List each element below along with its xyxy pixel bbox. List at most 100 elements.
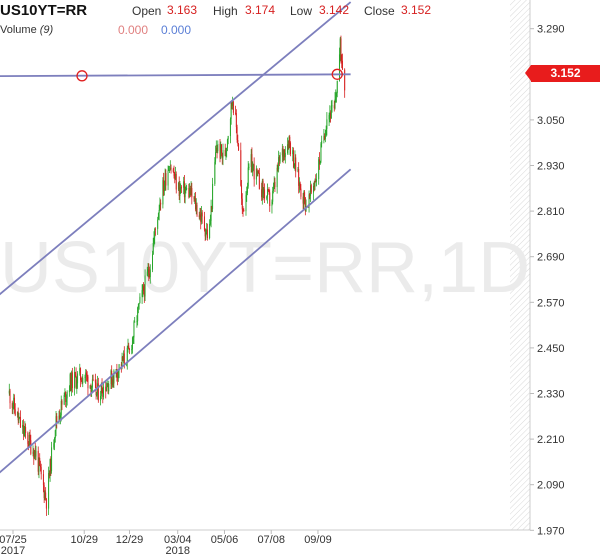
candle	[39, 460, 41, 472]
y-tick-label: 3.290	[537, 24, 565, 36]
candle	[235, 109, 237, 134]
open-value: 3.163	[167, 3, 198, 17]
y-tick-label: 2.930	[537, 161, 565, 173]
candle	[45, 497, 47, 516]
candle	[49, 458, 51, 482]
trendline[interactable]	[0, 168, 352, 484]
candle	[221, 144, 223, 157]
candle	[149, 266, 151, 279]
high-value: 3.174	[245, 3, 276, 17]
candle	[84, 374, 86, 383]
candle	[287, 140, 289, 150]
candle	[283, 149, 285, 161]
candle	[85, 369, 87, 382]
trendline-anchor-handle[interactable]	[331, 68, 343, 80]
candle	[54, 436, 56, 451]
candle	[22, 419, 24, 441]
candle	[190, 181, 192, 196]
candle	[28, 431, 30, 448]
candle	[292, 146, 294, 162]
candle	[287, 137, 289, 155]
candle	[189, 183, 191, 198]
watermark: US10YT=RR,1D	[0, 228, 530, 308]
candle	[23, 425, 25, 437]
candle	[174, 171, 176, 184]
candle	[336, 91, 338, 103]
candle	[299, 181, 301, 191]
candle	[272, 182, 274, 194]
trendline[interactable]	[0, 73, 351, 78]
candle	[324, 133, 326, 141]
candlestick-series	[8, 35, 346, 516]
candle	[236, 124, 238, 143]
candle	[242, 206, 244, 217]
candle	[308, 190, 310, 213]
x-tick-label: 10/29	[70, 534, 98, 546]
candle	[131, 336, 133, 354]
candle	[134, 316, 136, 323]
candle	[210, 199, 212, 228]
candle	[75, 367, 77, 389]
candle	[165, 169, 167, 191]
candle	[37, 446, 39, 476]
candle	[298, 177, 300, 193]
candle	[226, 138, 228, 152]
candle	[221, 152, 223, 165]
candle	[38, 457, 40, 479]
candle	[158, 204, 160, 221]
candle	[277, 162, 279, 172]
candle	[261, 178, 263, 205]
candle	[183, 175, 185, 203]
candle	[82, 374, 84, 388]
candle	[18, 412, 20, 424]
candle	[232, 96, 234, 110]
y-tick-label: 2.330	[537, 389, 565, 401]
candle	[216, 145, 218, 159]
candle	[272, 186, 274, 205]
candle	[144, 269, 146, 301]
candle	[329, 105, 331, 123]
candle	[19, 410, 21, 428]
candle	[97, 377, 99, 403]
candle	[295, 154, 297, 178]
candle	[246, 186, 248, 202]
trendline[interactable]	[0, 1, 352, 306]
candle	[163, 172, 165, 196]
candle	[162, 177, 164, 209]
candle	[325, 125, 327, 137]
candle	[264, 183, 266, 204]
candle	[278, 150, 280, 173]
candle	[143, 284, 145, 303]
candle	[137, 303, 139, 314]
candle	[206, 222, 208, 235]
candle	[76, 376, 78, 394]
candle	[64, 388, 66, 397]
candle	[281, 143, 283, 163]
candle	[17, 407, 19, 425]
candle	[219, 138, 221, 163]
candle	[195, 198, 197, 215]
candle	[71, 370, 73, 397]
candle	[243, 208, 245, 212]
candle	[276, 164, 278, 194]
candle	[160, 199, 162, 211]
candle	[32, 445, 34, 457]
candle	[29, 429, 31, 448]
candle	[339, 36, 341, 62]
candle	[13, 394, 15, 414]
candle	[178, 176, 180, 201]
candle	[174, 166, 176, 181]
candle	[330, 110, 332, 123]
candle	[297, 166, 299, 173]
trendlines	[0, 1, 352, 484]
candle	[293, 163, 295, 169]
trendline-anchor-handle[interactable]	[76, 70, 88, 82]
candle	[63, 392, 65, 406]
candle	[24, 421, 26, 438]
candle	[48, 470, 50, 479]
candle	[101, 378, 103, 394]
candle	[261, 182, 263, 201]
candle	[148, 263, 150, 282]
candle	[189, 185, 191, 198]
